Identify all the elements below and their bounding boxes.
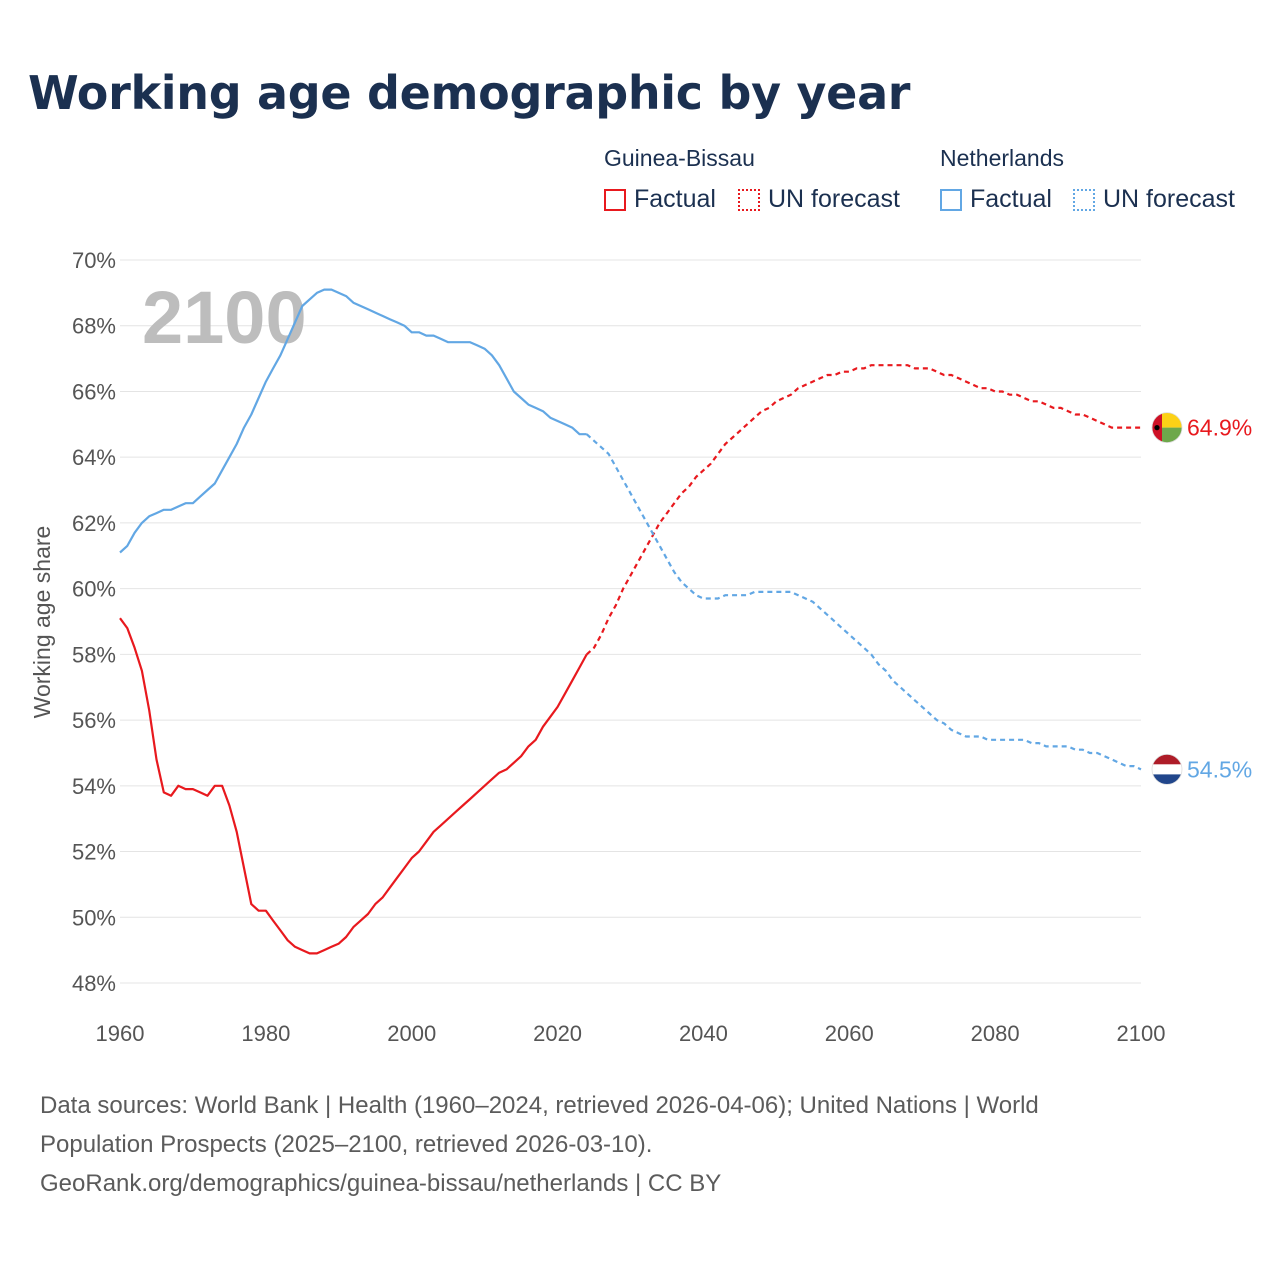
legend-item-netherlands-factual[interactable]: Factual (940, 185, 1052, 214)
legend-label: UN forecast (768, 185, 900, 213)
x-tick-label: 1980 (241, 1021, 290, 1046)
x-tick-label: 2020 (533, 1021, 582, 1046)
end-markers: 64.9% 54.5% (1151, 412, 1252, 785)
legend-swatch-dotted-icon (738, 188, 760, 211)
x-tick-label: 2040 (679, 1021, 728, 1046)
footer-line: Population Prospects (2025–2100, retriev… (40, 1131, 653, 1158)
data-sources-footer: Data sources: World Bank | Health (1960–… (40, 1086, 1240, 1203)
y-axis-ticks: 48% 50% 52% 54% 56% 58% 60% 62% 64% 66% 68% 70% (72, 248, 116, 996)
guinea-bissau-end-value-label: 64.9% (1187, 415, 1252, 441)
series-lines (119, 288, 1142, 955)
legend-label: Factual (634, 185, 716, 213)
legend-label: UN forecast (1103, 185, 1235, 213)
y-axis-title: Working age share (29, 526, 55, 719)
y-tick-label: 66% (72, 379, 116, 404)
y-tick-label: 54% (72, 774, 116, 799)
legend-swatch-dotted-icon (1073, 188, 1095, 211)
y-tick-label: 56% (72, 708, 116, 733)
guinea-bissau-factual-line[interactable] (119, 617, 588, 955)
y-tick-label: 70% (72, 248, 116, 273)
footer-line: Data sources: World Bank | Health (1960–… (40, 1092, 1039, 1119)
legend-label: Factual (970, 185, 1052, 213)
grid-lines (120, 259, 1141, 984)
guinea-bissau-flag-icon (1151, 412, 1183, 444)
legend-item-guinea-bissau-factual[interactable]: Factual (604, 185, 716, 214)
legend-item-guinea-bissau-forecast[interactable]: UN forecast (738, 185, 900, 214)
netherlands-factual-line[interactable] (119, 288, 587, 554)
legend-swatch-solid-icon (940, 188, 962, 211)
year-watermark: 2100 (142, 276, 307, 359)
x-tick-label: 1960 (96, 1021, 145, 1046)
legend-item-netherlands-forecast[interactable]: UN forecast (1073, 185, 1235, 214)
y-tick-label: 62% (72, 511, 116, 536)
line-chart: 48% 50% 52% 54% 56% 58% 60% 62% 64% 66% 68% 70% 196… (29, 248, 1252, 1046)
x-tick-label: 2100 (1117, 1021, 1166, 1046)
legend-group-guinea-bissau: Guinea-Bissau (604, 145, 755, 171)
y-tick-label: 64% (72, 445, 116, 470)
y-tick-label: 48% (72, 971, 116, 996)
y-tick-label: 52% (72, 840, 116, 865)
chart-title: Working age demographic by year (28, 66, 911, 120)
x-tick-label: 2080 (971, 1021, 1020, 1046)
netherlands-flag-icon (1151, 753, 1183, 785)
netherlands-forecast-line[interactable] (585, 433, 1142, 771)
legend-group-netherlands: Netherlands (940, 145, 1065, 171)
x-tick-label: 2000 (387, 1021, 436, 1046)
guinea-bissau-forecast-line[interactable] (585, 364, 1141, 656)
y-tick-label: 60% (72, 577, 116, 602)
legend-swatch-solid-icon (604, 188, 626, 211)
x-tick-label: 2060 (825, 1021, 874, 1046)
x-axis-ticks: 1960 1980 2000 2020 2040 2060 2080 2100 (96, 1021, 1166, 1046)
footer-link[interactable]: GeoRank.org/demographics/guinea-bissau/n… (40, 1170, 722, 1197)
y-tick-label: 50% (72, 905, 116, 930)
y-tick-label: 68% (72, 314, 116, 339)
y-tick-label: 58% (72, 642, 116, 667)
netherlands-end-value-label: 54.5% (1187, 756, 1252, 782)
